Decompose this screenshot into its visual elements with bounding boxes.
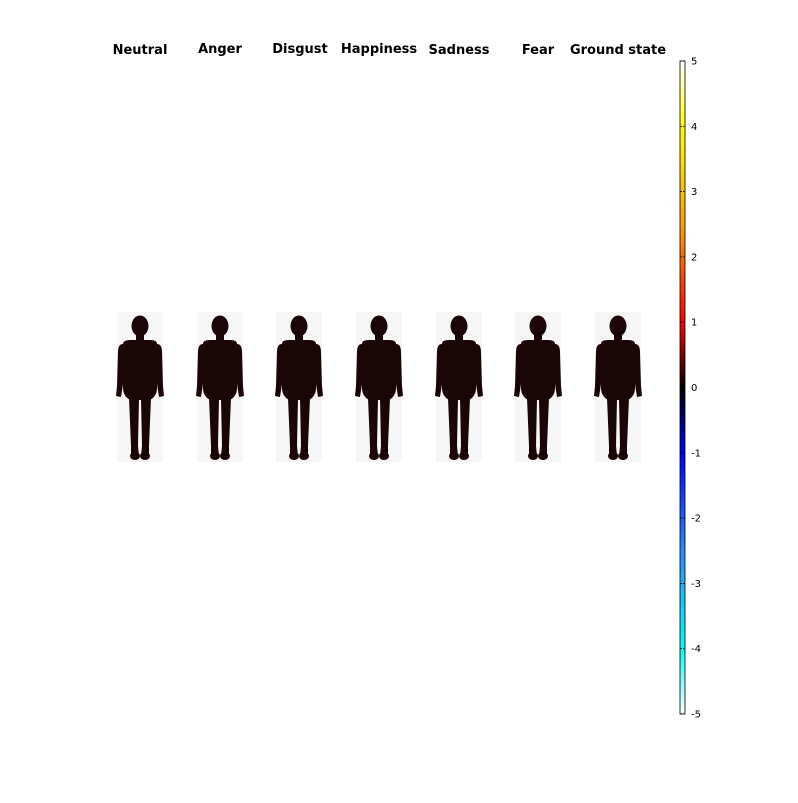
body-map-ground-state	[594, 312, 642, 462]
colorbar-tick-label: -5	[691, 710, 701, 721]
body-map-anger	[196, 312, 244, 462]
panel-title-happiness: Happiness	[341, 42, 418, 57]
colorbar-tick-label: 3	[691, 187, 697, 198]
colorbar: 5 4 3 2 1 0 -1 -2 -3 -4 -5	[679, 57, 701, 721]
body-map-disgust	[275, 312, 323, 462]
body-map-fear	[514, 312, 562, 462]
body-map-happiness	[355, 312, 403, 462]
colorbar-tick-label: 2	[691, 252, 697, 263]
colorbar-ticks: 5 4 3 2 1 0 -1 -2 -3 -4 -5	[680, 57, 701, 721]
body-map-neutral	[116, 312, 164, 462]
panel-title-fear: Fear	[522, 43, 555, 58]
panel-title-ground-state: Ground state	[570, 43, 666, 58]
colorbar-tick-label: -3	[691, 579, 701, 590]
colorbar-tick-label: -1	[691, 448, 701, 459]
panel-titles: Neutral Anger Disgust Happiness Sadness …	[113, 42, 667, 58]
panel-title-sadness: Sadness	[429, 43, 490, 58]
body-map-sadness	[435, 312, 483, 462]
colorbar-tick-label: 4	[691, 122, 697, 133]
panel-title-neutral: Neutral	[113, 43, 168, 58]
colorbar-tick-label: 1	[691, 318, 697, 329]
colorbar-tick-label: -2	[691, 514, 701, 525]
colorbar-tick-label: -4	[691, 644, 701, 655]
colorbar-tick-label: 0	[691, 383, 697, 394]
colorbar-tick-label: 5	[691, 57, 697, 68]
panel-title-anger: Anger	[198, 42, 242, 57]
panel-title-disgust: Disgust	[272, 42, 328, 57]
